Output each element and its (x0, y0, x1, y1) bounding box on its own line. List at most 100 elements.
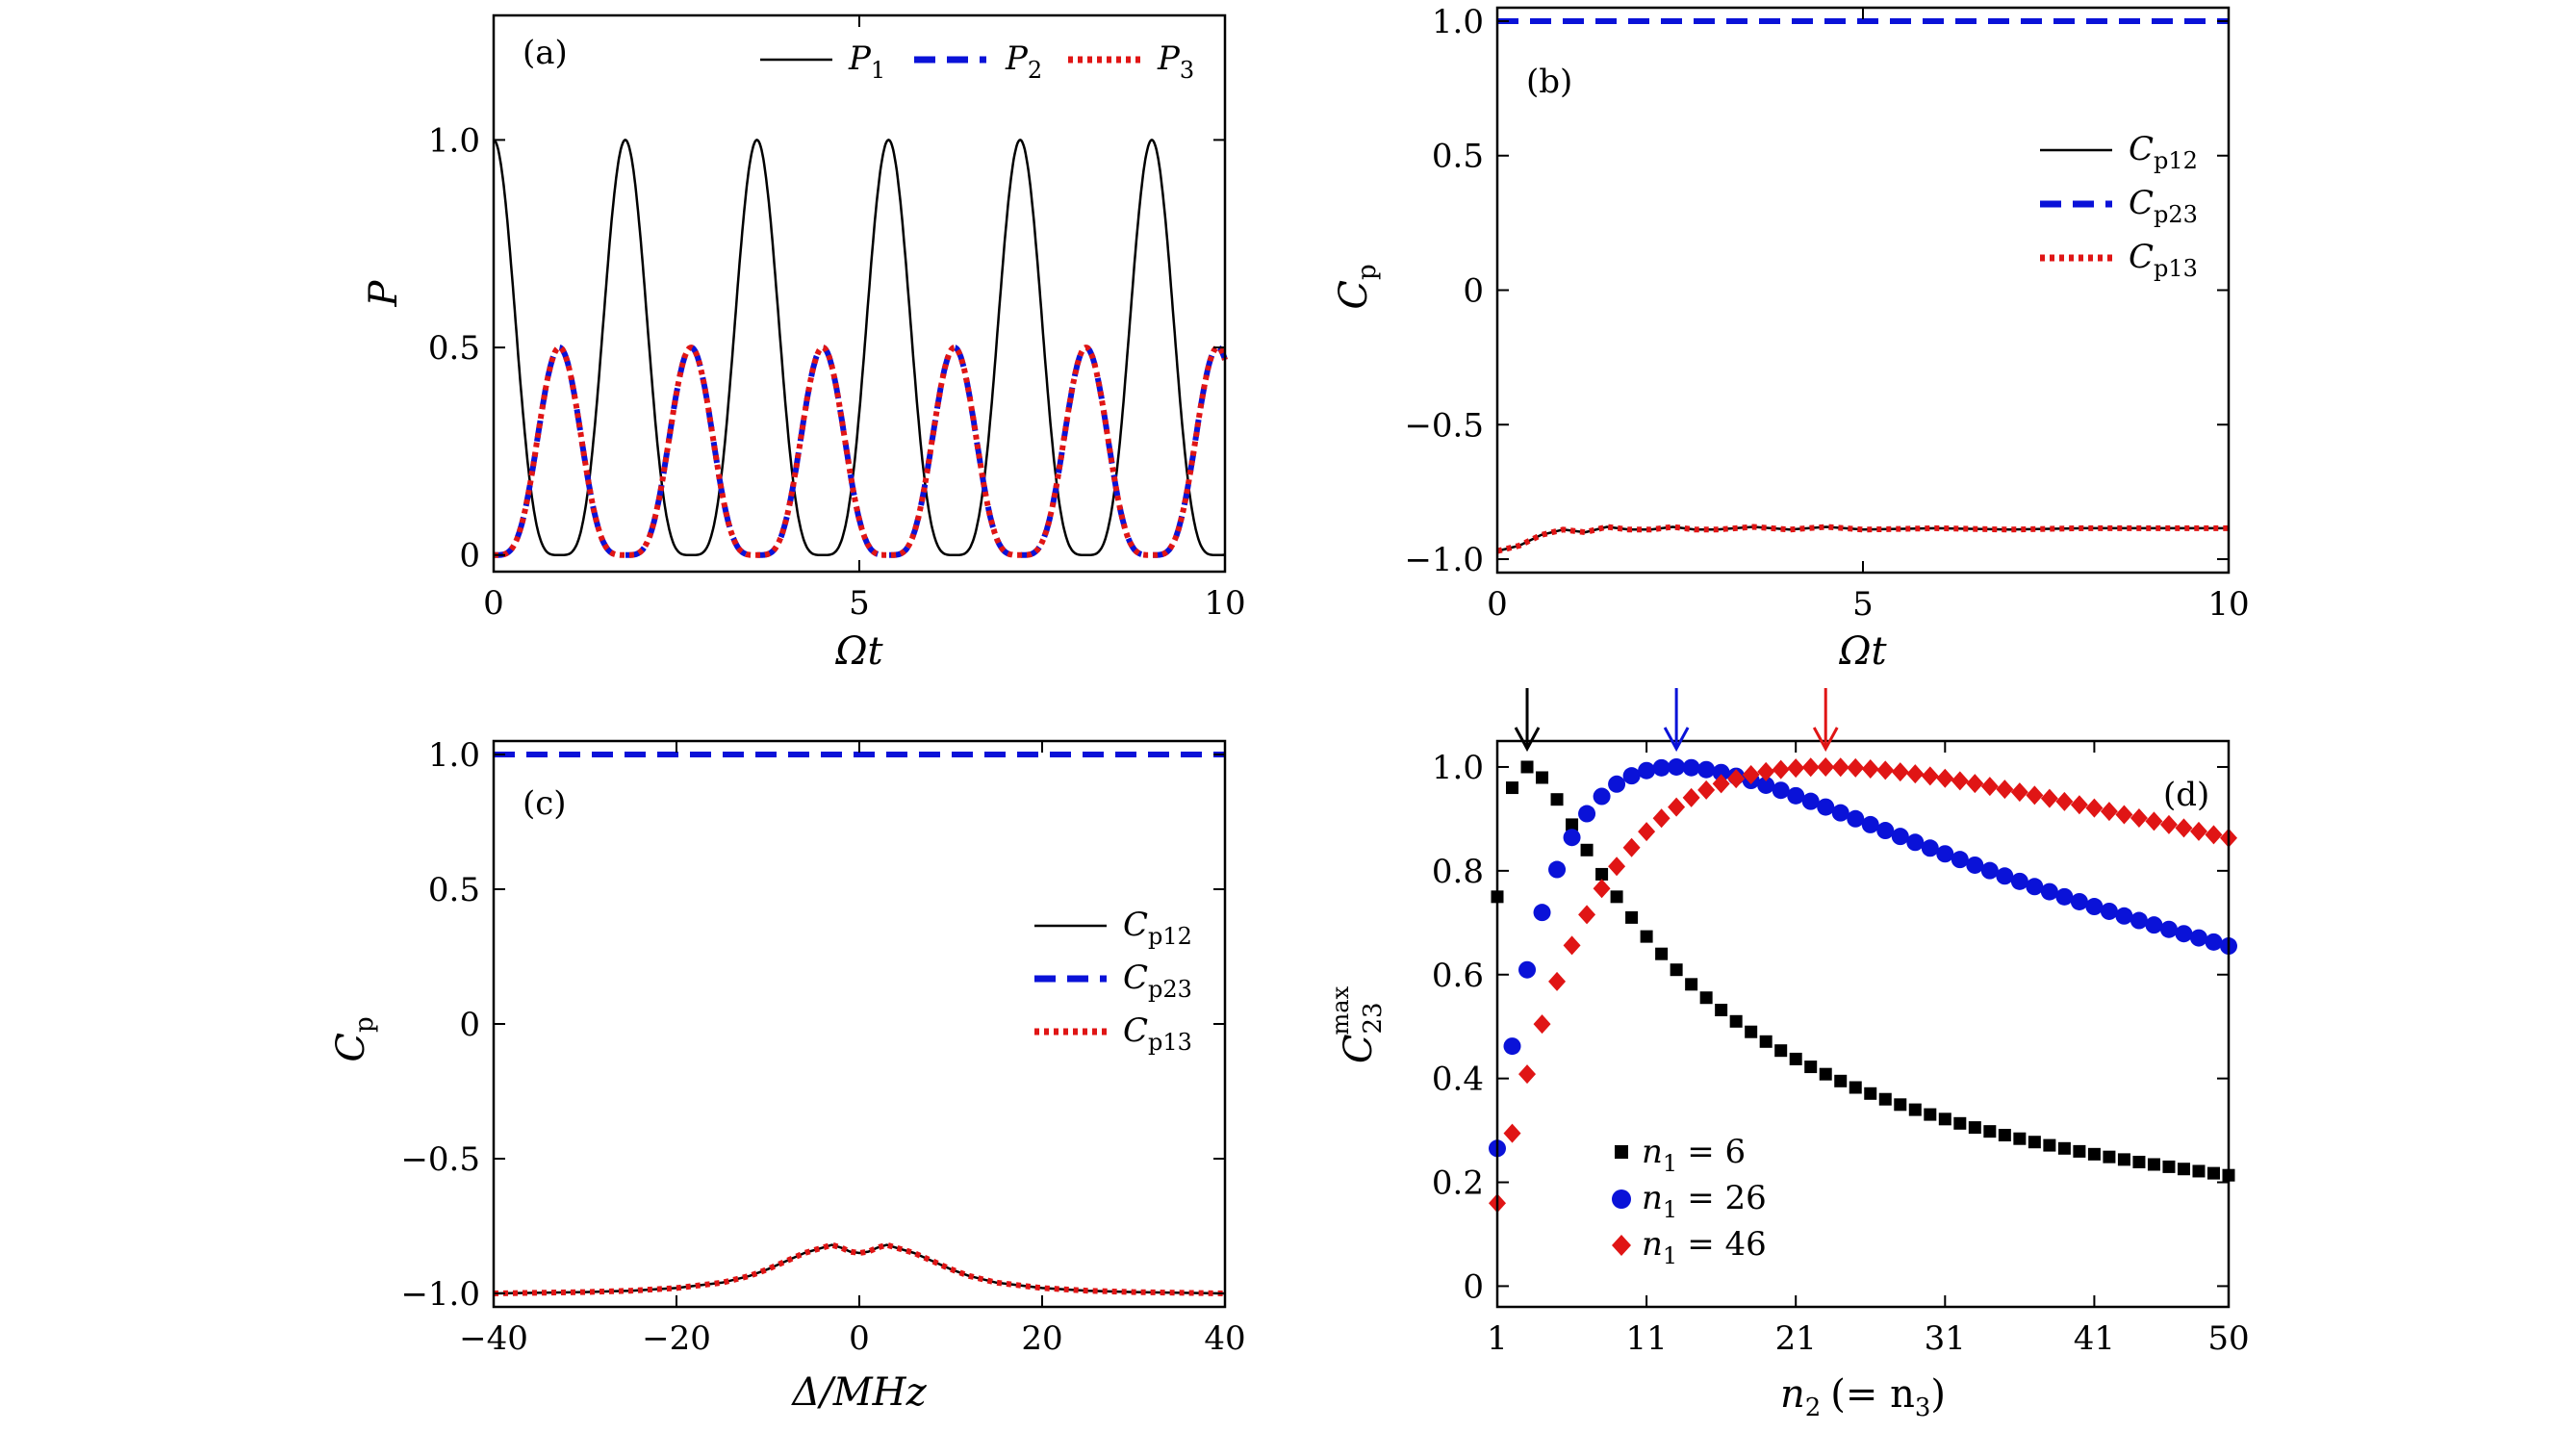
marker-n1-6 (1670, 963, 1683, 977)
panel-c-plot-area (493, 752, 1226, 1296)
legend-cp13-b-main: C (2129, 238, 2154, 276)
x-tick-label: 5 (1852, 585, 1874, 624)
panel-d-xlabel-main: n (1780, 1372, 1805, 1417)
legend-n1-6-tail: = 6 (1687, 1133, 1746, 1171)
panel-b-legend: Cp12 Cp23 Cp13 (2040, 130, 2198, 282)
panel-c: (c) −40 −20 0 20 401.00.50−0.5−1.0 Δ/MHz Cp … (329, 736, 1246, 1415)
panel-b-frame (1495, 6, 2231, 575)
marker-n1-46 (1787, 758, 1805, 779)
marker-n1-46 (1682, 787, 1700, 807)
marker-n1-26 (1817, 798, 1835, 816)
marker-n1-46 (1906, 764, 1925, 784)
panel-d-ylabel-sub: 23 (1359, 1002, 1388, 1034)
marker-n1-6 (1908, 1103, 1922, 1116)
legend-label-cp12-b: Cp12 (2129, 130, 2198, 174)
marker-n1-46 (1966, 774, 1984, 794)
legend-n1-46-tail: = 46 (1687, 1225, 1767, 1264)
marker-n1-26 (2175, 925, 2193, 943)
marker-n1-6 (2013, 1132, 2027, 1145)
marker-n1-6 (2087, 1147, 2101, 1161)
y-tick-label: −0.5 (400, 1140, 480, 1179)
legend-cp23-b-main: C (2129, 184, 2154, 222)
y-tick-label: 0.2 (1432, 1164, 1484, 1203)
legend-cp12-c-sub: p12 (1148, 923, 1192, 950)
marker-n1-6 (1834, 1074, 1848, 1087)
marker-n1-26 (1921, 839, 1939, 857)
marker-n1-26 (2130, 911, 2148, 930)
panel-b: (b) 0 5 10 1.0 0.5 0 −0.5 −1.0 Ωt Cp Cp12 Cp23 … (1332, 3, 2250, 674)
marker-n1-6 (1536, 771, 1549, 784)
marker-n1-6 (1774, 1044, 1788, 1058)
marker-n1-26 (2070, 892, 2088, 910)
y-tick-label: 0.5 (428, 871, 480, 909)
marker-n1-6 (1685, 978, 1698, 991)
marker-n1-26 (2189, 929, 2207, 947)
panel-c-ylabel-main: C (329, 1033, 373, 1062)
panel-c-ylabel-sub: p (350, 1016, 379, 1033)
marker-n1-6 (1864, 1087, 1877, 1100)
peak-arrow-head (1812, 727, 1839, 753)
marker-n1-46 (2085, 798, 2104, 818)
legend-n1-46-sub: 1 (1663, 1242, 1677, 1269)
marker-n1-46 (2189, 821, 2207, 841)
marker-n1-46 (2130, 807, 2148, 828)
legend-n1-26-main: n (1642, 1179, 1663, 1217)
peak-arrow-head (1514, 727, 1541, 753)
marker-n1-6 (2147, 1158, 2160, 1171)
legend-label-cp13-c: Cp13 (1123, 1011, 1192, 1056)
panel-c-xlabel: Δ/MHz (790, 1370, 927, 1415)
marker-n1-26 (1980, 861, 1999, 880)
panel-d-xlabel: n2 (= n3) (1780, 1372, 1946, 1422)
legend-p1-main: P (848, 39, 872, 78)
marker-n1-26 (1951, 851, 1969, 869)
panel-b-xlabel: Ωt (1838, 629, 1887, 674)
marker-n1-6 (2103, 1150, 2116, 1164)
legend-label-cp23-c: Cp23 (1123, 959, 1192, 1003)
legend-label-n1-26: n1 = 26 (1642, 1179, 1767, 1223)
series-line-p3 (494, 345, 1228, 558)
marker-n1-46 (1548, 971, 1567, 991)
x-tick-label: 10 (1204, 584, 1245, 623)
y-tick-label: 0 (1463, 272, 1484, 311)
legend-marker-n1-26 (1612, 1189, 1631, 1209)
marker-n1-46 (1831, 757, 1849, 778)
marker-n1-26 (1578, 805, 1596, 823)
marker-n1-26 (1757, 776, 1775, 794)
marker-n1-6 (2162, 1160, 2176, 1173)
marker-n1-6 (1610, 890, 1623, 904)
marker-n1-6 (1580, 843, 1594, 857)
marker-n1-26 (1518, 960, 1537, 979)
legend-marker-n1-6 (1615, 1145, 1628, 1159)
legend-label-p3: P3 (1157, 39, 1194, 84)
panel-c-legend: Cp12 Cp23 Cp13 (1034, 906, 1192, 1056)
marker-n1-6 (1804, 1061, 1818, 1074)
marker-n1-46 (1847, 757, 1865, 778)
y-tick-label: 0.5 (1432, 138, 1484, 176)
marker-n1-46 (1817, 756, 1835, 777)
marker-n1-46 (1727, 769, 1746, 789)
panel-b-ylabel-text: Cp (1332, 264, 1382, 309)
legend-cp12-b-main: C (2129, 130, 2154, 168)
panel-d-legend: n1 = 6 n1 = 26 n1 = 46 (1612, 1133, 1767, 1269)
marker-n1-46 (1563, 935, 1581, 956)
marker-n1-26 (2085, 898, 2104, 916)
marker-n1-26 (1563, 829, 1581, 847)
y-tick-label: 1.0 (1432, 749, 1484, 787)
y-tick-label: 0 (459, 537, 480, 575)
panel-d-ylabel-sup: max (1327, 985, 1354, 1035)
marker-n1-46 (1697, 780, 1716, 800)
marker-n1-46 (1533, 1014, 1551, 1035)
marker-n1-46 (2055, 791, 2074, 811)
marker-n1-6 (1550, 793, 1564, 806)
marker-n1-6 (1998, 1129, 2011, 1142)
marker-n1-26 (2055, 887, 2074, 906)
marker-n1-6 (2177, 1163, 2190, 1176)
marker-n1-46 (1772, 759, 1790, 780)
marker-n1-46 (2175, 818, 2193, 838)
marker-n1-6 (1789, 1052, 1802, 1065)
marker-n1-6 (2043, 1138, 2056, 1152)
legend-cp23-b-sub: p23 (2154, 201, 2198, 228)
legend-label-cp23-b: Cp23 (2129, 184, 2198, 228)
legend-p2-main: P (1005, 39, 1029, 78)
legend-cp13-b-sub: p13 (2154, 255, 2198, 282)
